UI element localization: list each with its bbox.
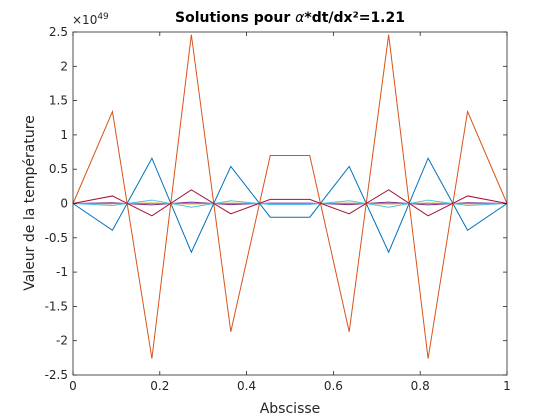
x-tick-label: 0.4 <box>237 379 256 393</box>
series-line-7 <box>72 189 508 217</box>
series-line-6 <box>72 199 508 208</box>
y-tick-label: -1 <box>56 265 68 279</box>
x-tick-label: 0.8 <box>411 379 430 393</box>
y-axis-ticks: -2.5 -2 -1.5 -1 -0.5 0 0.5 1 1.5 2 2.5 <box>45 25 507 382</box>
x-tick-label: 1 <box>503 379 511 393</box>
y-tick-label: -1.5 <box>45 299 68 313</box>
y-tick-label: -2 <box>56 334 68 348</box>
x-axis-ticks: 0 0.2 0.4 0.6 0.8 1 <box>69 32 511 393</box>
series-line-2 <box>72 34 508 359</box>
plot-lines <box>72 34 508 359</box>
x-axis-label: Abscisse <box>260 401 321 417</box>
y-axis-multiplier: ×1049 <box>72 12 109 27</box>
x-tick-label: 0 <box>69 379 77 393</box>
series-line-1 <box>72 157 508 254</box>
y-tick-label: 1 <box>60 128 68 142</box>
y-tick-label: 0.5 <box>49 162 68 176</box>
y-axis-label: Valeur de la température <box>22 115 38 291</box>
y-tick-label: 2 <box>60 59 68 73</box>
x-tick-label: 0.2 <box>150 379 169 393</box>
y-tick-label: 2.5 <box>49 25 68 39</box>
y-tick-label: 1.5 <box>49 94 68 108</box>
y-tick-label: -2.5 <box>45 368 68 382</box>
x-tick-label: 0.6 <box>324 379 343 393</box>
y-tick-label: 0 <box>60 197 68 211</box>
y-tick-label: -0.5 <box>45 231 68 245</box>
chart-title: Solutions pour α*dt/dx²=1.21 <box>175 10 405 26</box>
